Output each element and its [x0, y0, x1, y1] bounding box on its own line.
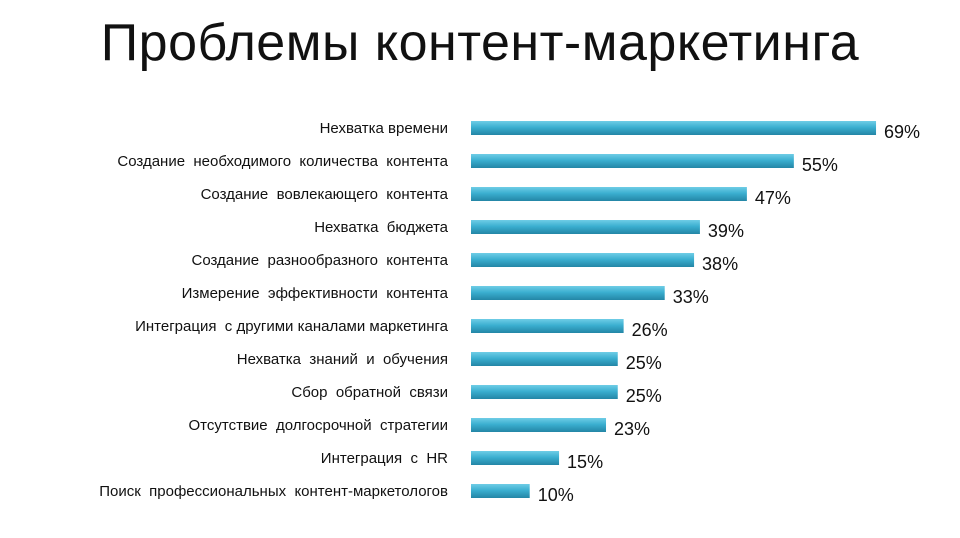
bar-9	[471, 418, 607, 432]
category-label-1: Создание необходимого количества контент…	[117, 153, 448, 170]
bar-2	[471, 187, 747, 201]
value-label-0: 69%	[884, 122, 920, 142]
category-label-11: Поиск профессиональных контент-маркетоло…	[99, 483, 448, 500]
value-label-1: 55%	[802, 155, 838, 175]
category-label-0: Нехватка времени	[320, 120, 448, 137]
value-label-6: 26%	[632, 320, 668, 340]
bar-7	[471, 352, 618, 366]
value-labels: 69% 55% 47% 39% 38% 33%26% 25% 25% 23% 15% 10%	[538, 122, 920, 505]
value-label-5: 33%	[673, 287, 709, 307]
category-label-3: Нехватка бюджета	[314, 219, 448, 236]
bar-0	[471, 121, 877, 135]
value-label-8: 25%	[626, 386, 662, 406]
category-label-5: Измерение эффективности контента	[182, 285, 449, 302]
value-label-9: 23%	[614, 419, 650, 439]
value-label-11: 10%	[538, 485, 574, 505]
category-label-2: Создание вовлекающего контента	[201, 186, 449, 203]
value-label-10: 15%	[567, 452, 603, 472]
category-label-6: Интеграция с другими каналами маркетинга	[135, 318, 449, 335]
bar-1	[471, 154, 794, 168]
bar-11	[471, 484, 530, 498]
bar-5	[471, 286, 665, 300]
category-labels: Нехватка времени Создание необходимого ко…	[99, 120, 448, 500]
category-label-8: Сбор обратной связи	[291, 384, 448, 401]
category-label-9: Отсутствие долгосрочной стратегии	[189, 417, 448, 434]
bar-4	[471, 253, 695, 267]
value-label-4: 38%	[702, 254, 738, 274]
category-label-4: Создание разнообразного контента	[191, 252, 448, 269]
category-label-10: Интеграция с HR	[321, 450, 448, 467]
value-label-7: 25%	[626, 353, 662, 373]
bar-6	[471, 319, 624, 333]
value-label-2: 47%	[755, 188, 791, 208]
bars-group	[471, 121, 877, 498]
bar-10	[471, 451, 560, 465]
value-label-3: 39%	[708, 221, 744, 241]
bar-3	[471, 220, 700, 234]
bar-8	[471, 385, 618, 399]
category-label-7: Нехватка знаний и обучения	[237, 351, 448, 368]
slide-title: Проблемы контент-маркетинга	[100, 14, 860, 72]
